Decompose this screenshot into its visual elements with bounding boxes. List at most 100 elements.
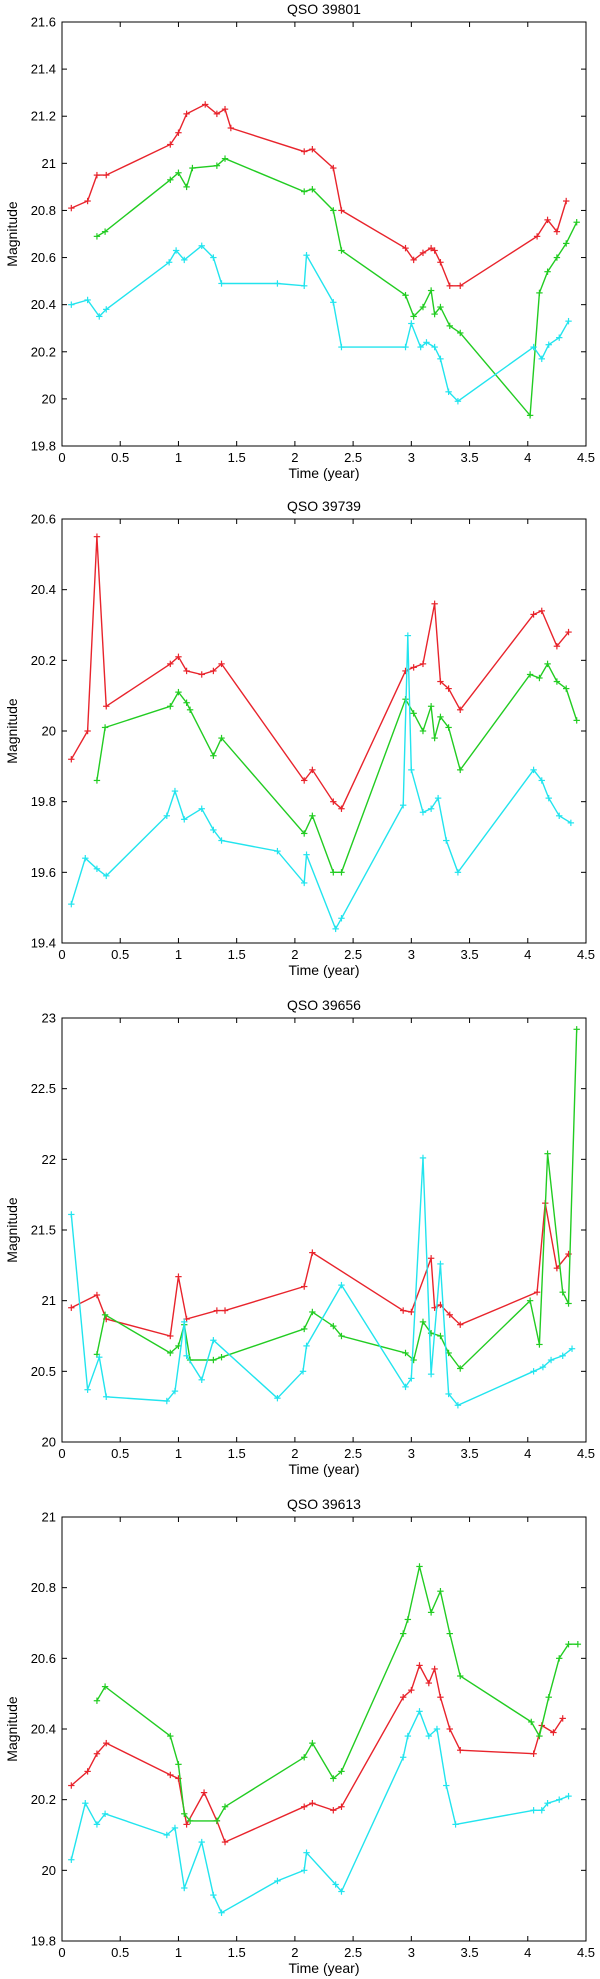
data-point-cyan: [443, 1782, 450, 1789]
data-point-red: [445, 685, 452, 692]
data-point-red: [309, 766, 316, 774]
y-tick-label: 19.6: [31, 865, 56, 880]
tick-group: [61, 1017, 587, 1443]
data-point-green: [526, 671, 534, 678]
data-point-red: [93, 1291, 101, 1299]
series-line-cyan: [70, 635, 572, 931]
data-point-cyan: [332, 1881, 339, 1888]
data-point-red: [93, 533, 101, 540]
data-point-red: [446, 1311, 453, 1318]
data-point-red: [399, 1694, 407, 1701]
x-tick-label: 1: [175, 947, 182, 962]
chart-title: QSO 39801: [287, 1, 361, 17]
data-point-red: [431, 600, 438, 607]
data-point-red: [175, 653, 182, 660]
data-point-green: [175, 1761, 182, 1768]
data-point-cyan: [417, 343, 424, 351]
data-point-cyan: [419, 809, 427, 816]
data-point-cyan: [103, 1393, 110, 1400]
data-point-green: [330, 207, 337, 214]
data-point-cyan: [565, 317, 572, 325]
y-tick-label: 19.8: [31, 794, 56, 809]
data-point-green: [93, 1697, 101, 1704]
data-point-cyan: [434, 794, 442, 802]
data-point-red: [183, 1821, 190, 1828]
data-point-green: [309, 186, 316, 193]
data-point-red: [338, 805, 345, 812]
x-tick-label: 1: [175, 450, 182, 465]
data-point-red: [198, 671, 205, 678]
data-point-red: [330, 164, 337, 172]
data-point-cyan: [404, 632, 412, 639]
data-point-cyan: [530, 766, 537, 774]
x-tick-label: 1.5: [228, 1945, 246, 1960]
data-point-red: [457, 1747, 464, 1754]
data-point-green: [210, 752, 217, 759]
x-tick-label: 3: [408, 947, 415, 962]
data-point-green: [559, 1288, 566, 1296]
data-point-cyan: [301, 1867, 308, 1874]
data-point-green: [404, 1616, 412, 1623]
data-point-red: [530, 611, 537, 618]
data-point-cyan: [210, 254, 217, 261]
y-tick-label: 19.4: [31, 936, 56, 951]
data-point-cyan: [181, 816, 188, 823]
data-point-green: [189, 164, 196, 172]
data-point-cyan: [68, 900, 75, 908]
data-point-green: [330, 1322, 337, 1330]
data-point-cyan: [84, 296, 91, 304]
data-point-cyan: [454, 398, 462, 405]
data-point-green: [545, 1694, 552, 1701]
series-line-green: [96, 157, 578, 418]
data-point-red: [309, 1249, 316, 1256]
series-cyan: [68, 242, 572, 405]
data-point-red: [167, 1332, 174, 1340]
data-point-cyan: [408, 320, 415, 327]
data-point-cyan: [538, 777, 545, 784]
data-point-green: [536, 1341, 543, 1348]
data-point-cyan: [210, 1337, 217, 1344]
data-point-red: [402, 244, 409, 252]
data-point-green: [221, 155, 229, 162]
x-tick-label: 3.5: [461, 1945, 479, 1960]
data-point-cyan: [404, 1732, 412, 1740]
series-red: [68, 1199, 572, 1340]
data-point-red: [84, 727, 91, 735]
plot-frame: [61, 21, 587, 447]
data-point-green: [427, 703, 435, 710]
data-point-green: [553, 254, 561, 261]
data-point-green: [93, 233, 101, 240]
data-point-green: [526, 1297, 534, 1304]
y-tick-label: 21.6: [31, 15, 56, 30]
data-point-green: [410, 710, 417, 717]
series-red: [68, 1662, 566, 1846]
data-point-red: [457, 1321, 464, 1328]
data-point-green: [544, 1150, 551, 1157]
data-point-red: [550, 1729, 557, 1736]
data-point-green: [402, 1349, 409, 1357]
data-point-cyan: [544, 1800, 551, 1807]
series-cyan: [68, 1154, 576, 1409]
data-point-red: [559, 1715, 566, 1722]
data-point-cyan: [454, 869, 462, 876]
x-axis-label: Time (year): [288, 1461, 359, 1477]
data-point-red: [213, 110, 221, 118]
x-tick-label: 2.5: [344, 450, 362, 465]
data-point-green: [427, 287, 435, 294]
y-tick-label: 20: [42, 1863, 56, 1878]
x-tick-labels: 0 0.5 1 1.5 2 2.5 3 3.5 4 4.5: [58, 450, 595, 465]
data-point-green: [457, 766, 464, 774]
data-point-cyan: [181, 1318, 188, 1326]
data-point-green: [528, 1718, 535, 1726]
data-point-red: [103, 1739, 110, 1747]
x-axis-label: Time (year): [288, 962, 359, 978]
tick-group: [61, 1516, 587, 1942]
data-point-red: [416, 1662, 423, 1669]
data-point-red: [408, 1686, 415, 1694]
y-tick-label: 20.2: [31, 344, 56, 359]
data-point-green: [101, 1683, 109, 1690]
data-point-cyan: [530, 1807, 537, 1814]
y-tick-label: 20.6: [31, 250, 56, 265]
data-point-green: [101, 724, 109, 731]
